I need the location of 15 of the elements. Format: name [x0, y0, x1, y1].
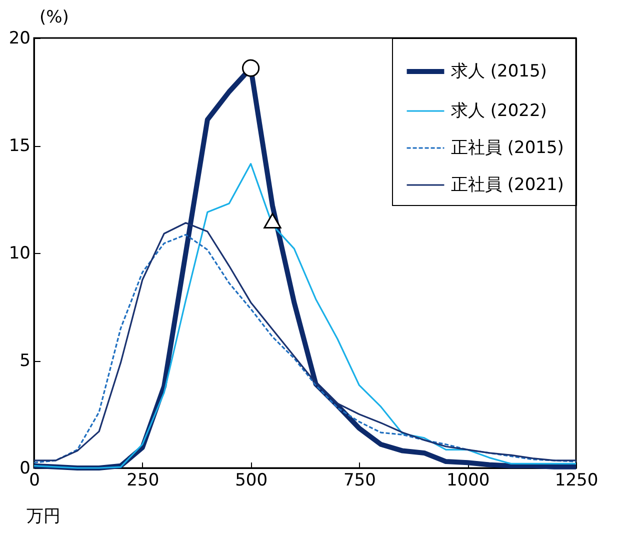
x-axis-title: 万円 [26, 506, 60, 526]
x-tick-label: 1250 [554, 470, 598, 490]
y-tick-label: 20 [8, 28, 30, 48]
legend-label: 求人 (2015) [451, 62, 547, 82]
x-tick-label: 1000 [446, 470, 490, 490]
x-tick-label: 750 [343, 470, 376, 490]
y-tick-label: 5 [20, 351, 30, 371]
y-axis-title: (%) [40, 8, 69, 28]
y-tick-label: 15 [8, 136, 30, 156]
x-tick-label: 250 [126, 470, 160, 490]
legend-label: 正社員 (2021) [451, 175, 564, 195]
legend-label: 求人 (2022) [451, 101, 547, 121]
x-tick-label: 500 [235, 470, 268, 490]
legend-label: 正社員 (2015) [451, 138, 564, 158]
y-tick-label: 10 [8, 244, 30, 264]
